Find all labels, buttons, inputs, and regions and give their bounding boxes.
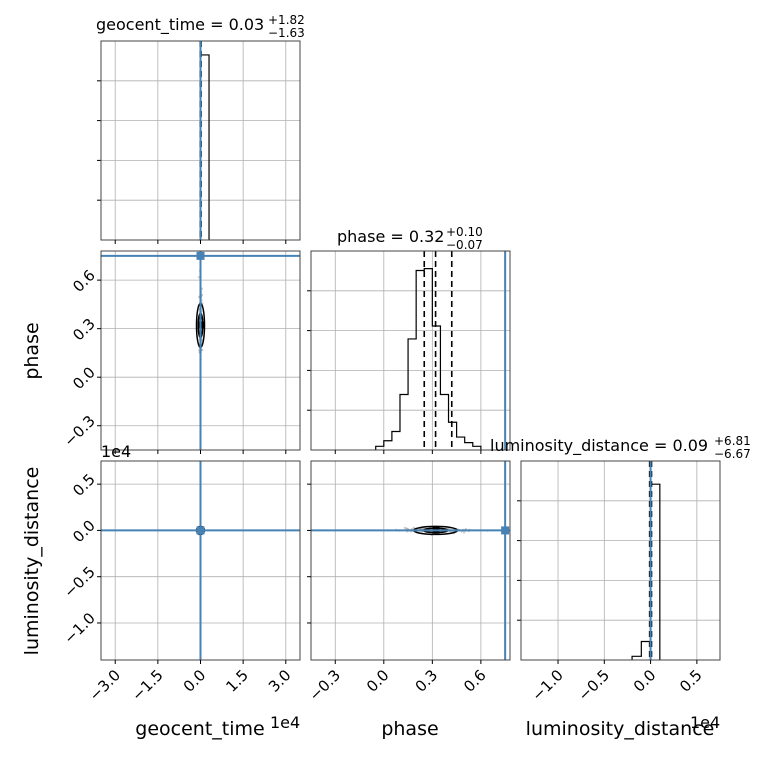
sci-y-luminosity-distance: 1e4 xyxy=(101,442,131,461)
panel-frame-2-1 xyxy=(310,460,511,661)
truth-marker-1-0 xyxy=(196,251,205,260)
xtick-label-phase-0: −0.3 xyxy=(306,666,344,704)
xtick-label-geocent_time-1: −1.5 xyxy=(128,666,166,704)
xlabel-phase: phase xyxy=(381,718,438,740)
ytick-label-phase-0: −0.3 xyxy=(60,412,98,450)
xlabel-geocent-time: geocent_time xyxy=(135,718,264,740)
title-luminosity-distance: luminosity_distance = 0.09 xyxy=(490,436,708,456)
title-phase-plus: +0.10 xyxy=(446,225,483,239)
title-geocent-time: geocent_time = 0.03 xyxy=(96,15,264,35)
xtick-label-phase-2: 0.3 xyxy=(412,666,442,696)
xlabel-luminosity-distance: luminosity_distance xyxy=(526,718,715,740)
xtick-label-geocent_time-3: 1.5 xyxy=(222,666,252,696)
xtick-label-luminosity_distance-1: −0.5 xyxy=(575,666,613,704)
ytick-label-luminosity_distance-2: 0.0 xyxy=(69,517,99,547)
sci-x-geocent-time: 1e4 xyxy=(270,713,300,732)
ytick-label-phase-2: 0.3 xyxy=(69,315,99,345)
xtick-label-geocent_time-2: 0.0 xyxy=(180,666,210,696)
histogram-phase xyxy=(375,268,482,450)
ytick-label-luminosity_distance-3: 0.5 xyxy=(69,470,99,500)
xtick-label-luminosity_distance-0: −1.0 xyxy=(528,666,566,704)
xtick-label-luminosity_distance-3: 0.5 xyxy=(676,666,706,696)
histogram-luminosity_distance xyxy=(631,483,661,660)
ylabel-luminosity-distance: luminosity_distance xyxy=(21,467,43,656)
ytick-label-luminosity_distance-1: −0.5 xyxy=(60,563,98,601)
truth-marker-2-0 xyxy=(196,526,205,535)
truth-marker-2-1 xyxy=(501,526,510,535)
panel-frame-1-1 xyxy=(310,250,511,451)
xtick-label-phase-1: 0.0 xyxy=(363,666,393,696)
title-luminosity-distance-plus: +6.81 xyxy=(714,434,751,448)
xtick-label-geocent_time-0: −3.0 xyxy=(86,666,124,704)
title-luminosity-distance-minus: −6.67 xyxy=(714,447,751,461)
title-phase-minus: −0.07 xyxy=(446,238,483,252)
ytick-label-luminosity_distance-0: −1.0 xyxy=(60,609,98,647)
xtick-label-luminosity_distance-2: 0.0 xyxy=(630,666,660,696)
ylabel-phase: phase xyxy=(21,322,43,379)
sci-x-luminosity-distance: 1e4 xyxy=(690,713,720,732)
title-geocent-time-plus: +1.82 xyxy=(268,13,305,27)
xtick-label-geocent_time-4: 3.0 xyxy=(265,666,295,696)
title-geocent-time-minus: −1.63 xyxy=(268,26,305,40)
sample-point-1-0-98 xyxy=(201,348,204,352)
ytick-label-phase-1: 0.0 xyxy=(69,363,99,393)
sample-point-2-1-31 xyxy=(462,531,466,534)
xtick-label-phase-3: 0.6 xyxy=(460,666,490,696)
title-phase: phase = 0.32 xyxy=(337,227,444,246)
panel-frame-2-2 xyxy=(520,460,721,661)
ytick-label-phase-3: 0.6 xyxy=(69,266,99,296)
